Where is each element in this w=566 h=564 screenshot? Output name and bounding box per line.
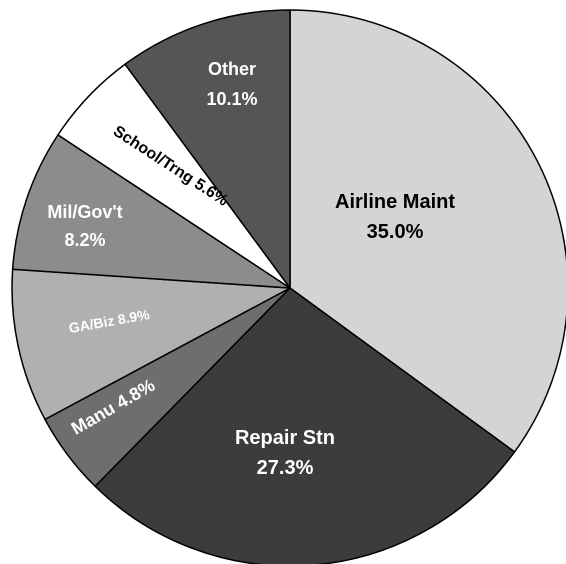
- slice-label-airline-maint: Airline Maint 35.0%: [335, 191, 455, 243]
- slice-label-mil-gov-t: Mil/Gov't 8.2%: [47, 202, 122, 250]
- pie-slice-repair-stn: [94, 287, 516, 564]
- pie-slice-other: [124, 9, 291, 289]
- pie-slice-airline-maint: [289, 9, 566, 453]
- slice-label-repair-stn: Repair Stn 27.3%: [235, 427, 335, 479]
- pie-slice-mil-gov-t: [11, 134, 291, 289]
- pie-slices: [11, 9, 566, 564]
- pie-slice-ga-biz: [11, 268, 291, 421]
- slice-label-other: Other 10.1%: [206, 59, 257, 109]
